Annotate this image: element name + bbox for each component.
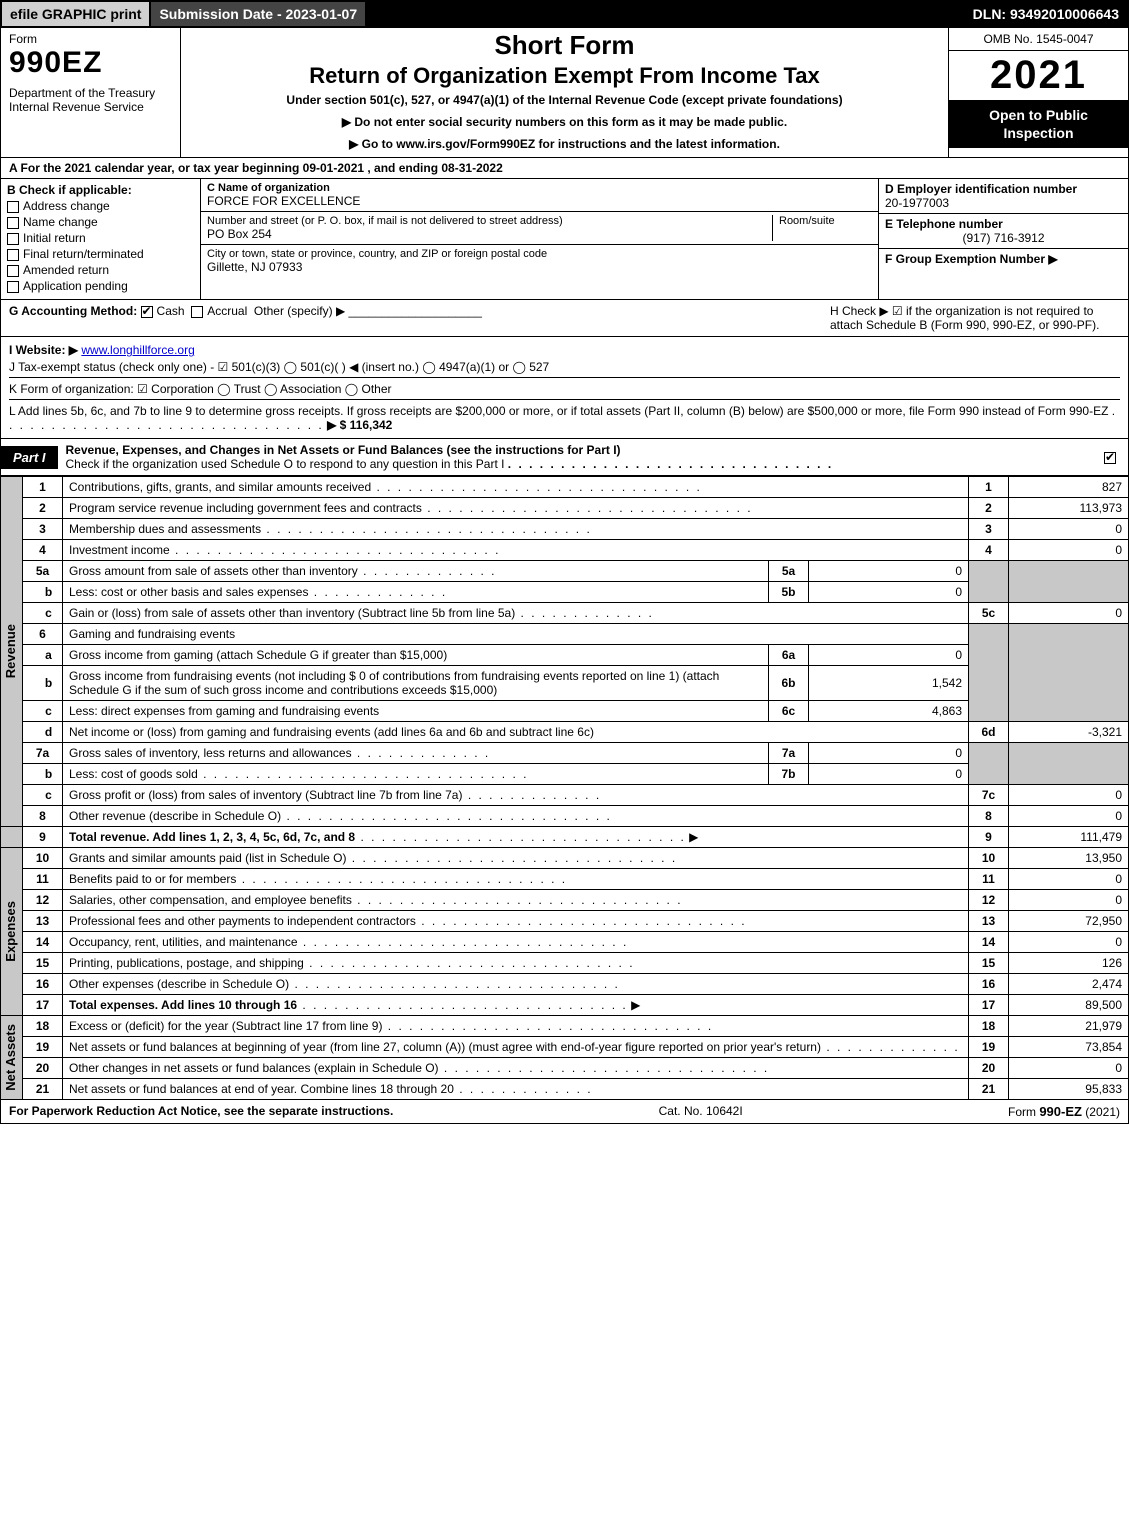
line21-value: 95,833 <box>1009 1079 1129 1100</box>
ein-label: D Employer identification number <box>885 182 1077 196</box>
chk-accrual[interactable] <box>191 306 203 318</box>
city-label: City or town, state or province, country… <box>207 248 872 260</box>
line17-value: 89,500 <box>1009 995 1129 1016</box>
row-g-h: G Accounting Method: Cash Accrual Other … <box>0 300 1129 337</box>
topbar: efile GRAPHIC print Submission Date - 20… <box>0 0 1129 28</box>
street-address: PO Box 254 <box>207 227 772 241</box>
col-c-org: C Name of organization FORCE FOR EXCELLE… <box>201 179 878 299</box>
form-of-org: K Form of organization: ☑ Corporation ◯ … <box>9 377 1120 396</box>
line6a-value: 0 <box>809 645 969 666</box>
line5b-value: 0 <box>809 582 969 603</box>
city-state-zip: Gillette, NJ 07933 <box>207 260 872 274</box>
chk-amended-return[interactable]: Amended return <box>7 263 194 277</box>
form-number: 990EZ <box>9 46 172 80</box>
chk-address-change[interactable]: Address change <box>7 199 194 213</box>
line18-value: 21,979 <box>1009 1016 1129 1037</box>
line20-value: 0 <box>1009 1058 1129 1079</box>
c-name-label: C Name of organization <box>207 182 330 194</box>
chk-application-pending[interactable]: Application pending <box>7 279 194 293</box>
org-name: FORCE FOR EXCELLENCE <box>207 194 872 208</box>
header-center: Short Form Return of Organization Exempt… <box>181 28 948 157</box>
street-label: Number and street (or P. O. box, if mail… <box>207 215 772 227</box>
line1-value: 827 <box>1009 477 1129 498</box>
tax-year: 2021 <box>949 51 1128 100</box>
part1-schedule-o-chk[interactable] <box>1104 452 1116 464</box>
submission-date: Submission Date - 2023-01-07 <box>151 2 367 26</box>
header-right: OMB No. 1545-0047 2021 Open to Public In… <box>948 28 1128 157</box>
line6d-value: -3,321 <box>1009 722 1129 743</box>
form-word: Form <box>9 32 172 46</box>
open-to-public: Open to Public Inspection <box>949 100 1128 148</box>
goto-link: ▶ Go to www.irs.gov/Form990EZ for instru… <box>189 137 940 151</box>
row-l: L Add lines 5b, 6c, and 7b to line 9 to … <box>9 399 1120 432</box>
ein-value: 20-1977003 <box>885 196 949 210</box>
line3-value: 0 <box>1009 519 1129 540</box>
line4-value: 0 <box>1009 540 1129 561</box>
line7b-value: 0 <box>809 764 969 785</box>
line13-value: 72,950 <box>1009 911 1129 932</box>
short-form-title: Short Form <box>189 30 940 61</box>
phone-label: E Telephone number <box>885 217 1003 231</box>
line12-value: 0 <box>1009 890 1129 911</box>
line19-value: 73,854 <box>1009 1037 1129 1058</box>
org-info-block: B Check if applicable: Address change Na… <box>0 179 1129 300</box>
line14-value: 0 <box>1009 932 1129 953</box>
line5a-value: 0 <box>809 561 969 582</box>
header-left: Form 990EZ Department of the Treasury In… <box>1 28 181 157</box>
expenses-section-label: Expenses <box>1 897 20 966</box>
part1-table: Revenue 1 Contributions, gifts, grants, … <box>0 476 1129 1100</box>
line5c-value: 0 <box>1009 603 1129 624</box>
department: Department of the Treasury Internal Reve… <box>9 86 172 114</box>
subtitle: Under section 501(c), 527, or 4947(a)(1)… <box>189 93 940 107</box>
website-link[interactable]: www.longhillforce.org <box>81 343 194 357</box>
accounting-method: G Accounting Method: Cash Accrual Other … <box>9 304 820 332</box>
phone-value: (917) 716-3912 <box>885 231 1122 245</box>
chk-name-change[interactable]: Name change <box>7 215 194 229</box>
part1-header: Part I Revenue, Expenses, and Changes in… <box>0 439 1129 476</box>
revenue-section-label: Revenue <box>1 620 20 682</box>
main-title: Return of Organization Exempt From Incom… <box>189 63 940 89</box>
website-row: I Website: ▶ www.longhillforce.org <box>9 343 1120 357</box>
line15-value: 126 <box>1009 953 1129 974</box>
line7c-value: 0 <box>1009 785 1129 806</box>
rows-ijkl: I Website: ▶ www.longhillforce.org J Tax… <box>0 337 1129 439</box>
h-schedule-b: H Check ▶ ☑ if the organization is not r… <box>820 304 1120 332</box>
paperwork-notice: For Paperwork Reduction Act Notice, see … <box>9 1104 393 1119</box>
line8-value: 0 <box>1009 806 1129 827</box>
line7a-value: 0 <box>809 743 969 764</box>
chk-cash[interactable] <box>141 306 153 318</box>
line16-value: 2,474 <box>1009 974 1129 995</box>
col-d-ids: D Employer identification number 20-1977… <box>878 179 1128 299</box>
netassets-section-label: Net Assets <box>1 1020 20 1095</box>
line10-value: 13,950 <box>1009 848 1129 869</box>
line2-value: 113,973 <box>1009 498 1129 519</box>
tax-exempt-status: J Tax-exempt status (check only one) - ☑… <box>9 360 1120 374</box>
line9-value: 111,479 <box>1009 827 1129 848</box>
ssn-warning: ▶ Do not enter social security numbers o… <box>189 115 940 129</box>
catalog-number: Cat. No. 10642I <box>659 1104 743 1119</box>
form-ref: Form 990-EZ (2021) <box>1008 1104 1120 1119</box>
efile-label: efile GRAPHIC print <box>2 2 151 26</box>
line11-value: 0 <box>1009 869 1129 890</box>
part1-tag: Part I <box>1 446 58 469</box>
room-suite-label: Room/suite <box>772 215 872 241</box>
row-a-tax-year: A For the 2021 calendar year, or tax yea… <box>0 158 1129 179</box>
b-label: B Check if applicable: <box>7 183 132 197</box>
dln: DLN: 93492010006643 <box>965 2 1127 26</box>
chk-final-return[interactable]: Final return/terminated <box>7 247 194 261</box>
page-footer: For Paperwork Reduction Act Notice, see … <box>0 1100 1129 1124</box>
part1-title: Revenue, Expenses, and Changes in Net As… <box>66 443 621 457</box>
group-exemption-label: F Group Exemption Number ▶ <box>885 252 1058 266</box>
line6b-value: 1,542 <box>809 666 969 701</box>
col-b-checkboxes: B Check if applicable: Address change Na… <box>1 179 201 299</box>
line6c-value: 4,863 <box>809 701 969 722</box>
omb-number: OMB No. 1545-0047 <box>949 28 1128 51</box>
part1-checknote: Check if the organization used Schedule … <box>66 457 505 471</box>
form-header: Form 990EZ Department of the Treasury In… <box>0 28 1129 158</box>
chk-initial-return[interactable]: Initial return <box>7 231 194 245</box>
